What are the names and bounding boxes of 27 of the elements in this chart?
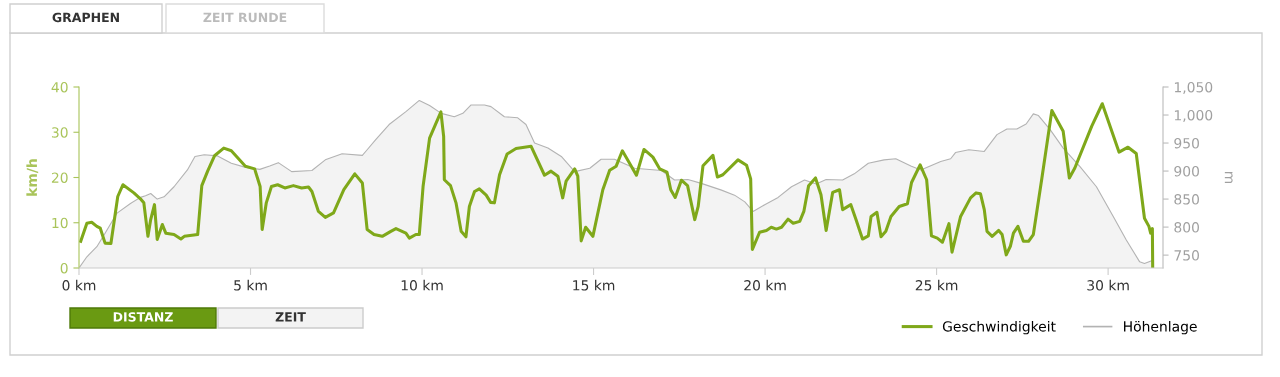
text: GRAPHEN bbox=[52, 12, 119, 23]
y2-tick-label: 900 bbox=[1174, 166, 1199, 177]
legend-label: Höhenlage bbox=[1124, 320, 1197, 335]
x-tick-label: 15 km bbox=[573, 279, 615, 291]
x-tick-label: 0 km bbox=[62, 279, 96, 291]
y-tick-label: 30 bbox=[51, 127, 68, 138]
y2-tick-label: 750 bbox=[1174, 250, 1199, 261]
y-tick-label: 10 bbox=[52, 217, 68, 229]
y2-tick-label: 1,050 bbox=[1174, 81, 1213, 94]
text: DISTANZ bbox=[113, 312, 173, 322]
y-tick-label: 0 bbox=[60, 262, 68, 274]
text: ZEIT bbox=[275, 312, 306, 322]
y-tick-label: 20 bbox=[51, 172, 68, 183]
x-tick-label: 5 km bbox=[234, 279, 267, 291]
y-tick-label: 40 bbox=[51, 81, 68, 93]
y2-axis-title: m bbox=[1224, 172, 1233, 184]
legend-label: Geschwindigkeit bbox=[942, 320, 1056, 335]
y2-tick-label: 950 bbox=[1174, 138, 1199, 149]
text: ZEIT RUNDE bbox=[203, 12, 287, 23]
x-tick-label: 25 km bbox=[915, 279, 958, 291]
y2-tick-label: 1,000 bbox=[1174, 109, 1213, 122]
x-tick-label: 20 km bbox=[744, 279, 786, 291]
x-tick-label: 10 km bbox=[401, 279, 443, 291]
x-tick-label: 30 km bbox=[1087, 279, 1129, 291]
y2-tick-label: 850 bbox=[1174, 194, 1199, 205]
y2-tick-label: 800 bbox=[1174, 222, 1199, 233]
y-axis-title: km/h bbox=[26, 159, 39, 196]
